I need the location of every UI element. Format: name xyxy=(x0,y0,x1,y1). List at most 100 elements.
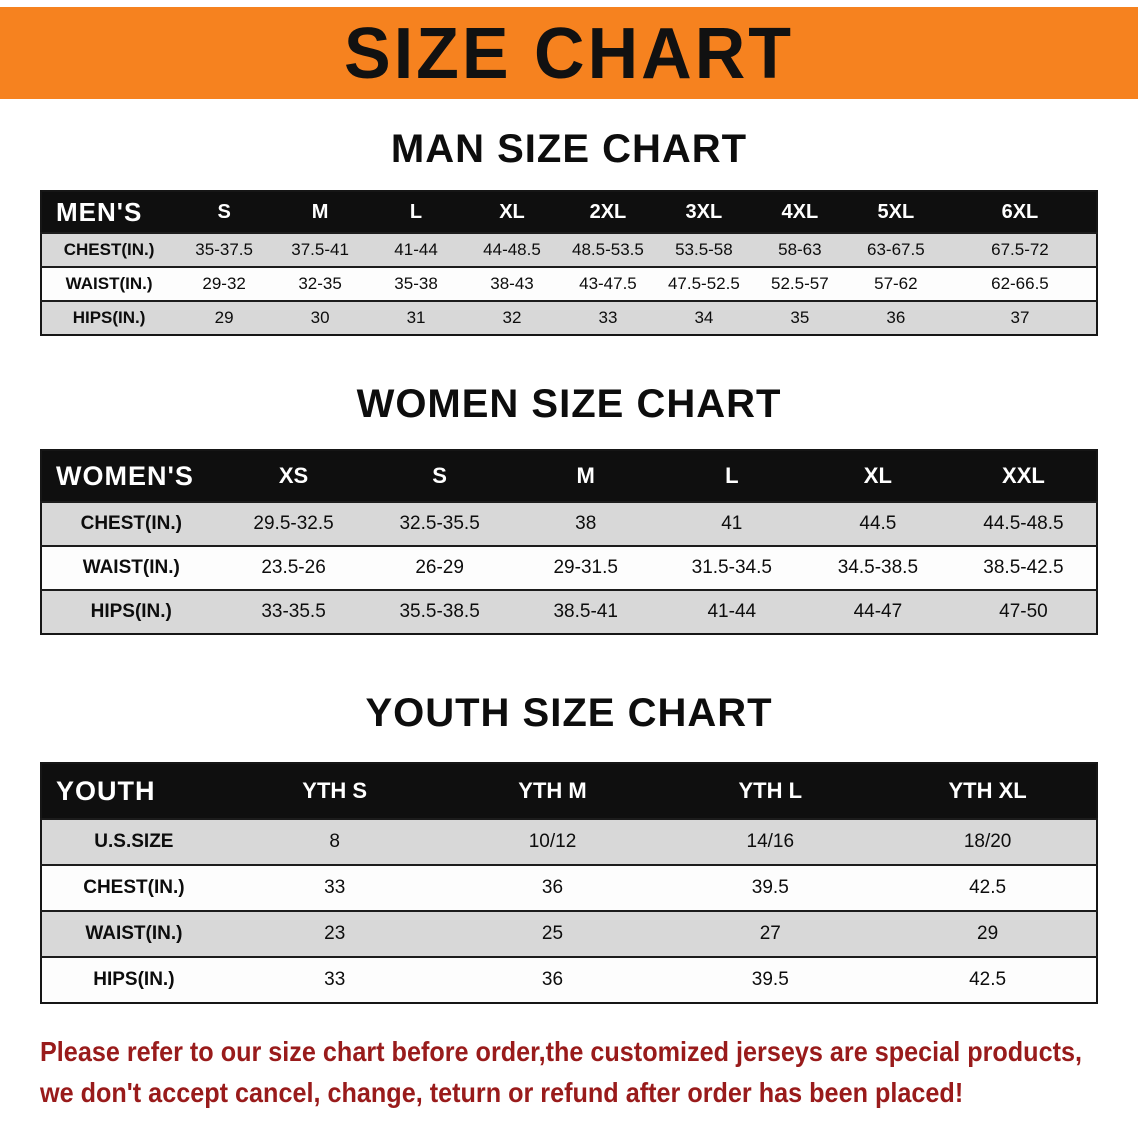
size-value-cell: 29-31.5 xyxy=(553,557,618,578)
table-row: CHEST(IN.) 33 36 39.5 42.5 xyxy=(41,865,1097,911)
table-row: U.S.SIZE 8 10/12 14/16 18/20 xyxy=(41,819,1097,865)
size-value-cell: 44.5 xyxy=(859,513,897,534)
table-header-row: YOUTH YTH S YTH M YTH L YTH XL xyxy=(41,763,1097,819)
size-value-cell: 36 xyxy=(541,877,564,898)
youth-size-chart-section: YOUTH SIZE CHART YOUTH YTH S YTH M YTH L YTH… xyxy=(0,691,1138,1004)
size-value-cell: 37 xyxy=(1010,308,1030,327)
size-value-cell: 29-32 xyxy=(202,274,246,293)
size-value-cell: 37.5-41 xyxy=(291,240,349,259)
size-value-cell: 44-48.5 xyxy=(483,240,541,259)
row-label: U.S.SIZE xyxy=(94,831,174,852)
size-value-cell: 62-66.5 xyxy=(991,274,1049,293)
row-label: HIPS(IN.) xyxy=(90,601,172,622)
table-category-header: YOUTH xyxy=(56,775,156,806)
size-value-cell: 34 xyxy=(694,308,714,327)
size-value-cell: 44-47 xyxy=(853,601,903,622)
size-value-cell: 23 xyxy=(324,923,346,944)
row-label: WAIST(IN.) xyxy=(85,923,183,944)
table-row: CHEST(IN.) 29.5-32.5 32.5-35.5 38 41 44.5 44.5… xyxy=(41,502,1097,546)
size-value-cell: 36 xyxy=(886,308,906,327)
women-section-heading: WOMEN SIZE CHART xyxy=(356,382,782,426)
size-column-header: L xyxy=(725,463,739,488)
men-section-heading: MAN SIZE CHART xyxy=(390,127,748,171)
size-value-cell: 32.5-35.5 xyxy=(399,513,480,534)
size-value-cell: 38.5-41 xyxy=(553,601,618,622)
size-value-cell: 35.5-38.5 xyxy=(399,601,480,622)
table-row: WAIST(IN.) 29-32 32-35 35-38 38-43 43-47.5 47.… xyxy=(41,267,1097,301)
size-column-header: L xyxy=(409,200,423,223)
size-value-cell: 41-44 xyxy=(707,601,757,622)
size-value-cell: 35-37.5 xyxy=(195,240,253,259)
row-label: CHEST(IN.) xyxy=(80,513,182,534)
size-value-cell: 39.5 xyxy=(751,877,789,898)
row-label: HIPS(IN.) xyxy=(72,308,146,327)
size-column-header: 5XL xyxy=(877,200,915,223)
size-value-cell: 23.5-26 xyxy=(261,557,326,578)
size-value-cell: 33 xyxy=(598,308,618,327)
table-row: HIPS(IN.) 33-35.5 35.5-38.5 38.5-41 41-44 44-… xyxy=(41,590,1097,634)
size-value-cell: 29 xyxy=(214,308,234,327)
size-value-cell: 42.5 xyxy=(969,969,1007,990)
size-column-header: XL xyxy=(863,463,892,488)
row-label: CHEST(IN.) xyxy=(63,240,155,259)
size-value-cell: 27 xyxy=(759,923,781,944)
men-size-table: MEN'S S M L XL 2XL 3XL 4XL 5XL 6XL CHEST(IN.) 35-37… xyxy=(40,190,1098,336)
size-column-header: 6XL xyxy=(1001,200,1039,223)
size-chart-banner: SIZE CHART xyxy=(0,7,1138,99)
size-value-cell: 52.5-57 xyxy=(771,274,829,293)
table-row: HIPS(IN.) 29 30 31 32 33 34 35 36 37 xyxy=(41,301,1097,335)
size-value-cell: 43-47.5 xyxy=(579,274,637,293)
size-column-header: M xyxy=(576,463,595,488)
size-column-header: 2XL xyxy=(589,200,627,223)
table-category-header: WOMEN'S xyxy=(56,460,194,491)
size-value-cell: 31.5-34.5 xyxy=(691,557,772,578)
size-column-header: YTH M xyxy=(518,778,587,803)
size-column-header: XS xyxy=(278,463,309,488)
row-label: WAIST(IN.) xyxy=(82,557,180,578)
size-column-header: YTH XL xyxy=(948,778,1027,803)
size-value-cell: 38 xyxy=(575,513,597,534)
table-category-header: MEN'S xyxy=(56,196,143,227)
size-value-cell: 26-29 xyxy=(415,557,464,578)
size-value-cell: 35-38 xyxy=(394,274,438,293)
table-row: CHEST(IN.) 35-37.5 37.5-41 41-44 44-48.5 48.5… xyxy=(41,233,1097,267)
size-value-cell: 41-44 xyxy=(394,240,438,259)
size-value-cell: 53.5-58 xyxy=(675,240,733,259)
size-column-header: S xyxy=(217,200,231,223)
row-label: CHEST(IN.) xyxy=(83,877,185,898)
size-value-cell: 30 xyxy=(310,308,330,327)
size-column-header: XXL xyxy=(1002,463,1045,488)
banner-title: SIZE CHART xyxy=(344,12,794,94)
table-row: WAIST(IN.) 23 25 27 29 xyxy=(41,911,1097,957)
order-notice: Please refer to our size chart before or… xyxy=(40,1032,1100,1113)
size-value-cell: 31 xyxy=(406,308,426,327)
size-value-cell: 47-50 xyxy=(999,601,1048,622)
size-value-cell: 18/20 xyxy=(963,831,1012,852)
size-value-cell: 35 xyxy=(790,308,810,327)
size-value-cell: 36 xyxy=(541,969,564,990)
youth-section-heading: YOUTH SIZE CHART xyxy=(365,691,773,735)
size-value-cell: 67.5-72 xyxy=(991,240,1049,259)
size-value-cell: 32-35 xyxy=(298,274,342,293)
size-value-cell: 48.5-53.5 xyxy=(572,240,644,259)
size-column-header: YTH L xyxy=(738,778,803,803)
men-size-chart-section: MAN SIZE CHART MEN'S S M L XL 2XL 3XL 4XL 5XL 6XL… xyxy=(0,127,1138,336)
size-value-cell: 25 xyxy=(541,923,564,944)
size-value-cell: 32 xyxy=(502,308,522,327)
size-value-cell: 42.5 xyxy=(969,877,1007,898)
size-value-cell: 57-62 xyxy=(874,274,918,293)
size-column-header: 4XL xyxy=(781,200,819,223)
size-value-cell: 44.5-48.5 xyxy=(983,513,1064,534)
size-value-cell: 33 xyxy=(324,969,346,990)
row-label: HIPS(IN.) xyxy=(93,969,175,990)
size-value-cell: 38.5-42.5 xyxy=(983,557,1064,578)
size-value-cell: 39.5 xyxy=(751,969,789,990)
size-value-cell: 29.5-32.5 xyxy=(253,513,334,534)
size-value-cell: 14/16 xyxy=(746,831,795,852)
table-header-row: WOMEN'S XS S M L XL XXL xyxy=(41,450,1097,502)
size-value-cell: 10/12 xyxy=(528,831,577,852)
size-column-header: YTH S xyxy=(302,778,368,803)
size-value-cell: 58-63 xyxy=(778,240,822,259)
size-value-cell: 47.5-52.5 xyxy=(667,274,740,293)
youth-size-table: YOUTH YTH S YTH M YTH L YTH XL U.S.SIZE 8 10/12… xyxy=(40,762,1098,1004)
